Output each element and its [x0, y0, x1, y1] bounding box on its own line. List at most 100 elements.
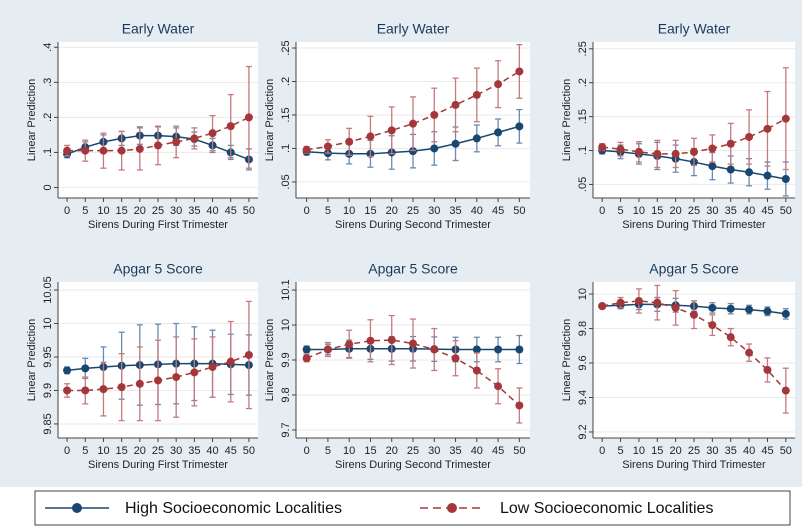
panel-title: Early Water	[658, 21, 731, 37]
point	[430, 345, 439, 354]
x-tick-label: 50	[243, 205, 255, 217]
y-tick-label: .15	[577, 109, 589, 124]
x-tick-label: 0	[64, 445, 70, 457]
point	[387, 336, 396, 345]
y-tick-label: .25	[280, 40, 292, 55]
x-tick-label: 5	[82, 445, 88, 457]
x-tick-label: 40	[206, 205, 218, 217]
y-tick-label: 9.9	[280, 352, 292, 367]
point	[451, 100, 460, 109]
legend-label: Low Socioeconomic Localities	[500, 500, 713, 517]
x-tick-label: 15	[651, 205, 663, 217]
x-axis-title: Sirens During Second Trimester	[335, 459, 491, 471]
x-tick-label: 35	[449, 445, 461, 457]
point	[154, 141, 162, 150]
point	[634, 147, 643, 156]
x-tick-label: 35	[188, 445, 200, 457]
y-tick-label: 10.1	[280, 279, 292, 300]
y-tick-label: 10	[280, 319, 292, 331]
y-tick-label: 9.8	[577, 321, 589, 336]
x-tick-label: 30	[706, 205, 718, 217]
y-axis-title: Linear Prediction	[561, 79, 573, 162]
legend-label: High Socioeconomic Localities	[125, 500, 342, 517]
x-tick-label: 25	[407, 205, 419, 217]
point	[135, 379, 144, 388]
point	[690, 147, 698, 156]
x-tick-label: 10	[633, 205, 645, 217]
x-tick-label: 40	[206, 445, 218, 457]
panel-title: Apgar 5 Score	[113, 261, 203, 277]
x-tick-label: 40	[743, 205, 755, 217]
panel-title: Apgar 5 Score	[649, 261, 739, 277]
point	[409, 147, 417, 156]
x-tick-label: 45	[492, 205, 504, 217]
x-tick-label: 15	[116, 205, 128, 217]
point	[81, 364, 90, 373]
point	[708, 144, 717, 153]
point	[302, 354, 311, 363]
point	[472, 134, 481, 143]
y-axis-title: Linear Prediction	[264, 319, 276, 402]
point	[172, 373, 181, 382]
legend-box	[34, 490, 791, 526]
point	[653, 149, 662, 158]
point	[63, 366, 72, 375]
y-tick-label: 9.4	[577, 390, 589, 405]
point	[690, 310, 698, 319]
y-tick-label: 9.2	[577, 424, 589, 439]
point	[763, 365, 772, 374]
point	[781, 309, 790, 318]
x-tick-label: 0	[304, 445, 310, 457]
point	[226, 122, 235, 131]
x-tick-label: 5	[325, 205, 331, 217]
point	[708, 162, 717, 171]
x-tick-label: 45	[225, 205, 237, 217]
y-tick-label: .05	[280, 174, 292, 189]
y-tick-label: .3	[42, 78, 54, 87]
x-tick-label: 45	[761, 205, 773, 217]
point	[781, 175, 790, 184]
point	[208, 129, 217, 138]
x-tick-label: 25	[688, 205, 700, 217]
x-tick-label: 25	[152, 445, 164, 457]
y-tick-label: 9.8	[280, 387, 292, 402]
point	[135, 144, 144, 153]
point	[117, 146, 126, 155]
x-tick-label: 15	[116, 445, 128, 457]
point	[763, 124, 772, 133]
point	[745, 305, 754, 314]
y-tick-label: 10.05	[42, 276, 54, 304]
x-tick-label: 50	[243, 445, 255, 457]
x-tick-label: 30	[170, 205, 182, 217]
point	[81, 386, 90, 395]
x-tick-label: 0	[599, 445, 605, 457]
point	[726, 139, 735, 148]
point	[781, 386, 790, 395]
y-tick-label: 0	[42, 184, 54, 190]
point	[430, 110, 439, 119]
x-tick-label: 35	[725, 205, 737, 217]
point	[745, 348, 754, 357]
x-tick-label: 30	[170, 445, 182, 457]
point	[726, 165, 735, 174]
point	[494, 80, 503, 89]
point	[472, 90, 481, 99]
x-tick-label: 20	[134, 445, 146, 457]
point	[745, 132, 754, 141]
y-axis-title: Linear Prediction	[26, 319, 38, 402]
point	[409, 339, 417, 348]
x-tick-label: 40	[471, 445, 483, 457]
point	[494, 345, 503, 354]
x-tick-label: 30	[706, 445, 718, 457]
legend-marker	[447, 503, 457, 513]
x-tick-label: 10	[343, 445, 355, 457]
point	[99, 146, 108, 155]
point	[671, 149, 680, 158]
y-tick-label: 9.9	[42, 383, 54, 398]
x-tick-label: 20	[134, 205, 146, 217]
y-axis-title: Linear Prediction	[26, 79, 38, 162]
point	[745, 168, 754, 177]
x-tick-label: 50	[780, 445, 792, 457]
point	[494, 382, 503, 391]
